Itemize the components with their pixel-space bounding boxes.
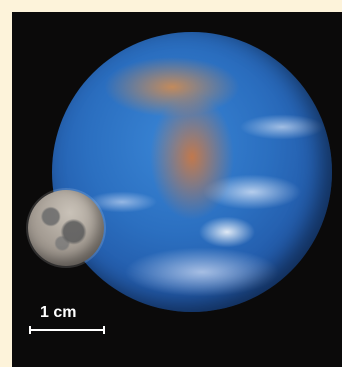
scale-bar-tick-left bbox=[29, 326, 31, 334]
scale-label: 1 cm bbox=[40, 304, 77, 321]
moon-image bbox=[28, 190, 104, 266]
image-frame: 1 cm bbox=[12, 12, 342, 367]
scale-bar bbox=[29, 326, 105, 334]
earth-image bbox=[52, 32, 332, 312]
scale-bar-line bbox=[29, 329, 105, 331]
scale-bar-tick-right bbox=[103, 326, 105, 334]
